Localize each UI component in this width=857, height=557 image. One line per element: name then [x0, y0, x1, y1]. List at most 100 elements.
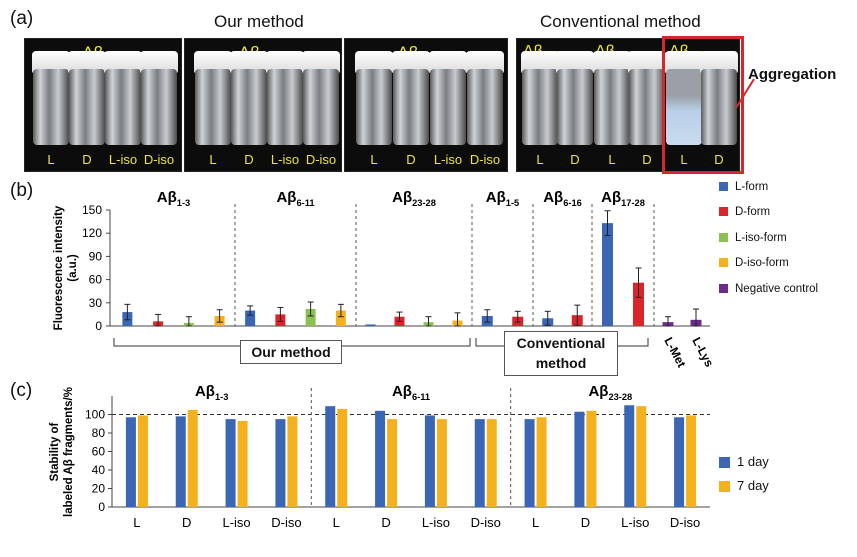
bar	[237, 420, 248, 507]
y-tick-label: 0	[98, 500, 105, 514]
bar	[337, 408, 348, 507]
vial-label: L-iso	[108, 152, 138, 167]
legend-item-l-iso-form: L-iso-form	[719, 232, 787, 244]
bar	[137, 415, 148, 507]
bar	[486, 419, 497, 507]
group-title: Aβ17-28	[601, 189, 645, 208]
legend-item-7-day: 7 day	[719, 478, 769, 493]
control-category-label: L-Lys	[689, 335, 716, 370]
y-tick-label: 90	[89, 249, 103, 263]
stability-chart: 0 20 40 60 80 100 Stability of labeled Aβ fragm…	[49, 383, 710, 530]
x-tick-label: D	[581, 515, 590, 530]
vial-label: D	[714, 152, 724, 167]
aggregation-annotation: Aggregation	[748, 66, 837, 83]
conventional-method-header: Conventional method	[540, 12, 701, 31]
bar	[387, 419, 398, 507]
bar	[674, 417, 685, 507]
group-title: Aβ1-5	[486, 189, 519, 208]
bar	[624, 405, 635, 507]
vial-label: D	[82, 152, 92, 167]
group-title: Aβ6-11	[276, 189, 314, 208]
group-title: Aβ23-28	[588, 383, 632, 402]
bar	[175, 416, 186, 507]
vial-label: D	[406, 152, 416, 167]
bar	[636, 406, 647, 507]
legend-item-l-form: L-form	[719, 181, 768, 193]
bar	[125, 417, 136, 507]
bracket-label-line: Conventional	[516, 335, 606, 351]
vial-label: L	[680, 152, 688, 167]
y-tick-label: 60	[92, 445, 106, 459]
y-tick-label: 80	[92, 426, 106, 440]
y-tick-label: 0	[95, 319, 102, 333]
vial-photo-conventional: Aβ1-5 Aβ6-16 Aβ17-28 L D L D L D	[516, 38, 740, 172]
x-tick-label: L-iso	[621, 515, 649, 530]
group-title: Aβ6-16	[543, 189, 582, 208]
y-tick-label: 100	[85, 408, 105, 422]
vial-label: D	[570, 152, 580, 167]
vial-label: L	[536, 152, 544, 167]
panel-a-label: (a)	[10, 8, 34, 29]
legend-item-1-day: 1 day	[719, 454, 769, 469]
vial-label: D-iso	[305, 152, 337, 167]
y-tick-label: 120	[82, 226, 102, 240]
x-tick-label: L	[532, 515, 539, 530]
vial-photo-ab23-28: Aβ23-28 L D L-iso D-iso	[344, 38, 508, 172]
bar	[375, 410, 386, 507]
vial-label: L	[209, 152, 217, 167]
bar	[686, 415, 697, 507]
bar	[187, 409, 198, 507]
legend-item-negative-control: Negative control	[719, 283, 818, 295]
y-axis-label: Fluorescence intensity (a.u.)	[53, 205, 79, 330]
bar	[633, 282, 644, 326]
y-tick-label: 150	[82, 203, 102, 217]
bracket-label-our-method: Our method	[240, 340, 342, 364]
vial-label: L	[608, 152, 616, 167]
x-tick-label: D	[381, 515, 390, 530]
vial-label: D	[244, 152, 254, 167]
bar	[245, 310, 256, 326]
group-title: Aβ23-28	[392, 189, 436, 208]
bracket-label-line: method	[535, 355, 587, 371]
bar	[287, 416, 298, 507]
x-tick-label: L	[333, 515, 340, 530]
vial-label: L-iso	[433, 152, 463, 167]
bar	[325, 406, 336, 507]
panel-c-label: (c)	[10, 380, 33, 401]
bar	[474, 419, 485, 507]
vial-label: D-iso	[469, 152, 501, 167]
x-tick-label: D-iso	[271, 515, 301, 530]
aggregation-highlight-box	[662, 36, 744, 174]
bar	[602, 223, 613, 326]
legend-item-d-form: D-form	[719, 206, 770, 218]
y-tick-label: 60	[89, 273, 103, 287]
x-tick-label: D	[182, 515, 191, 530]
group-title: Aβ1-3	[157, 189, 190, 208]
bar	[574, 411, 585, 507]
bar	[424, 415, 435, 507]
x-tick-label: L	[133, 515, 140, 530]
bar	[586, 410, 597, 507]
x-tick-label: D-iso	[471, 515, 501, 530]
vial-label: L	[370, 152, 378, 167]
vial-photo-ab1-3: Aβ1-3 L D L-iso D-iso	[24, 38, 182, 172]
y-axis-label: Stability of labeled Aβ fragments/%	[49, 387, 75, 517]
vial-photo-ab6-11: Aβ6-11 L D L-iso D-iso	[184, 38, 342, 172]
x-tick-label: D-iso	[670, 515, 700, 530]
vial-label: D	[642, 152, 652, 167]
bar	[536, 417, 547, 507]
vial-label: D-iso	[143, 152, 175, 167]
bar	[225, 419, 236, 507]
bar	[524, 419, 535, 507]
bar	[365, 324, 376, 326]
bar	[305, 308, 316, 326]
vial-label: L-iso	[270, 152, 300, 167]
group-title: Aβ1-3	[195, 383, 228, 402]
vial-label: L	[47, 152, 55, 167]
bar	[436, 419, 447, 507]
y-tick-label: 30	[89, 296, 103, 310]
group-title: Aβ6-11	[392, 383, 430, 402]
control-category-label: L-Met	[661, 335, 688, 370]
x-tick-label: L-iso	[422, 515, 450, 530]
